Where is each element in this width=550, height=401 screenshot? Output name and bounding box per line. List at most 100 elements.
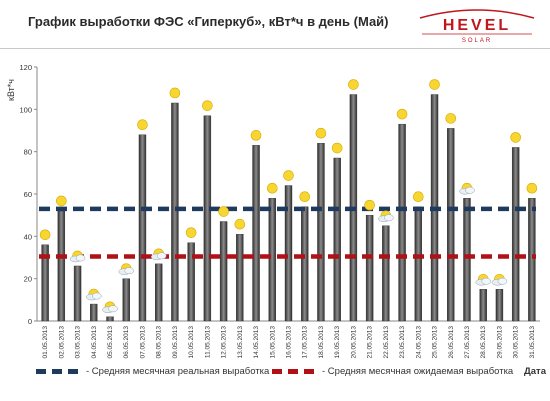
sun-icon [396,108,408,120]
x-tick-label: 07.05.2013 [139,326,146,359]
sun-icon [218,206,229,217]
bar-rect [203,115,212,322]
sun-icon [185,227,197,238]
legend-swatch-real [36,368,78,374]
bar-rect [398,123,406,322]
x-tick-label: 23.05.2013 [399,326,406,359]
bar-rect [365,214,374,322]
bar [171,102,179,322]
bar-rect [41,244,49,322]
bar [382,225,390,322]
y-tick-label: 40 [24,232,32,241]
bar [398,123,406,322]
sun-icon [413,191,424,202]
bar-rect [106,316,114,322]
bar [41,244,49,322]
bar [252,145,260,322]
legend-swatch-expected [272,368,314,374]
hevel-logo: HEVEL SOLAR [419,9,535,44]
bar-rect [122,278,130,322]
sun-cloud-icon [378,210,394,222]
bar [268,198,276,322]
x-tick-label: 06.05.2013 [123,326,130,359]
sun-icon [39,229,51,241]
sun-icon [526,182,538,194]
bar [528,198,536,322]
x-tick-label: 10.05.2013 [188,326,195,359]
sun-cloud-icon [118,263,134,275]
y-axis-label: кВт*ч [6,79,16,101]
x-tick-label: 20.05.2013 [350,326,357,359]
x-tick-label: 09.05.2013 [172,326,179,359]
bar [154,263,163,322]
bar-rect [90,303,98,322]
sun-icon [234,218,246,230]
bar-rect [447,128,455,322]
sun-cloud-icon [459,182,475,195]
x-tick-label: 17.05.2013 [302,326,309,359]
bar-rect [73,265,82,322]
bar [284,185,293,322]
x-tick-label: 15.05.2013 [269,326,276,359]
x-tick-label: 16.05.2013 [286,326,293,359]
bar [447,128,455,322]
y-tick-label: 120 [19,63,32,72]
x-tick-label: 08.05.2013 [156,326,163,359]
bar-rect [236,234,244,322]
bar [479,289,487,322]
bar [236,234,244,322]
y-tick-label: 20 [24,275,32,284]
bar-rect [187,242,195,322]
bar [90,303,98,322]
sun-icon [202,100,213,111]
bar-rect [495,289,504,322]
bar-rect [317,142,325,322]
x-tick-label: 30.05.2013 [513,326,520,359]
sun-icon [250,130,262,141]
bar-rect [301,206,309,322]
y-tick-label: 60 [24,190,32,199]
x-tick-label: 21.05.2013 [367,326,374,359]
x-tick-label: 11.05.2013 [204,326,211,358]
bar-rect [268,198,276,322]
bar-rect [414,206,423,322]
x-tick-label: 03.05.2013 [75,326,82,359]
legend-item-real: - Средняя месячная реальная выработка [36,363,269,379]
x-tick-label: 18.05.2013 [318,326,325,359]
x-tick-label: 29.05.2013 [496,326,503,359]
bar [219,221,228,322]
bar-rect [138,134,147,322]
y-tick-label: 100 [19,105,32,114]
bar [57,210,66,322]
bar-rect [333,157,341,322]
x-tick-label: 24.05.2013 [415,326,422,359]
y-tick-label: 80 [24,148,32,157]
legend-label-real: - Средняя месячная реальная выработка [86,365,270,377]
x-tick-label: 22.05.2013 [383,326,390,359]
x-tick-label: 26.05.2013 [448,326,455,359]
legend-label-expected: - Средняя месячная ожидаемая выработка [322,365,514,377]
x-axis-label: Дата [524,366,546,377]
sun-icon [283,170,294,181]
sun-cloud-icon [86,288,102,301]
sun-icon [137,119,148,131]
bar [511,147,520,322]
bar [187,242,195,322]
bar-rect [154,263,163,322]
bar [203,115,212,322]
sun-icon [56,195,67,207]
bar [495,289,504,322]
bar-rect [463,198,471,322]
x-tick-label: 04.05.2013 [91,326,98,359]
bar [138,134,147,322]
sun-cloud-icon [69,250,86,263]
x-tick-label: 05.05.2013 [107,326,114,359]
sun-cloud-icon [150,248,167,261]
production-chart: 0 20 40 60 80 100 120 01.05.2013 02.05.2013 03.0… [6,63,540,359]
logo-sub-text: SOLAR [462,38,492,44]
bar [463,198,471,322]
bar-rect [57,210,66,322]
x-tick-label: 13.05.2013 [237,326,244,359]
bar-rect [219,221,228,322]
sun-icon [315,127,327,139]
